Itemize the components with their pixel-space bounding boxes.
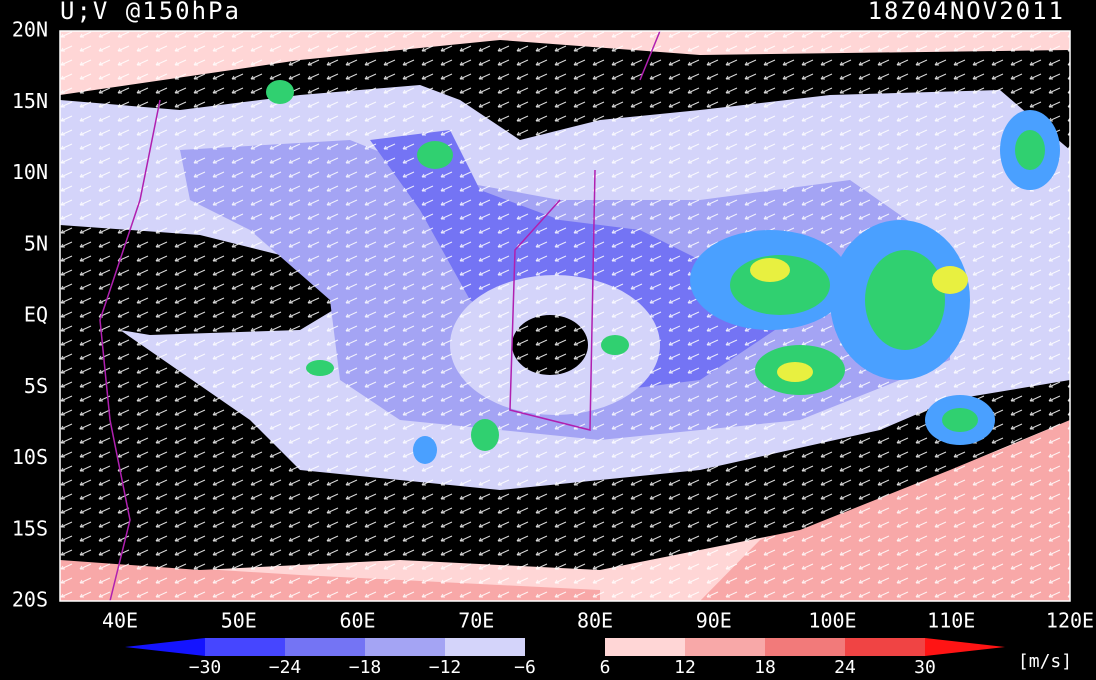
colorbar-label: 30 <box>914 657 936 678</box>
colorbar-label: 24 <box>834 657 856 678</box>
colorbar-label: −30 <box>189 657 222 678</box>
lat-label: 15N <box>12 89 48 113</box>
lon-label: 60E <box>339 609 375 633</box>
plot-frame <box>59 30 1071 602</box>
valid-time: 18Z04NOV2011 <box>868 0 1065 25</box>
convection <box>266 80 1060 464</box>
colorbar-arrow <box>125 638 205 656</box>
lon-label: 90E <box>696 609 732 633</box>
lon-label: 40E <box>102 609 138 633</box>
colorbar-box <box>605 638 685 656</box>
colorbar-box <box>285 638 365 656</box>
lat-label: 5N <box>24 231 48 255</box>
lon-label: 100E <box>808 609 856 633</box>
colorbar-box <box>685 638 765 656</box>
colorbar-arrow <box>925 638 1005 656</box>
lat-label: 5S <box>24 374 48 398</box>
axis-labels: 20N 15N 10N 5N EQ 5S 10S 15S 20S 40E 50E 60E 70E 80E 9… <box>12 18 1094 633</box>
colorbar-label: −12 <box>429 657 462 678</box>
lat-label: 10S <box>12 445 48 469</box>
wind-field <box>60 31 1070 601</box>
colorbar-box <box>765 638 845 656</box>
lat-label: 20S <box>12 588 48 612</box>
colorbar-label: −24 <box>269 657 302 678</box>
lat-label: EQ <box>24 303 48 327</box>
lon-label: 120E <box>1046 609 1094 633</box>
colorbar-label: 6 <box>600 657 611 678</box>
lon-label: 50E <box>221 609 257 633</box>
colorbar-box <box>205 638 285 656</box>
lon-label: 110E <box>927 609 975 633</box>
map-title: U;V @150hPa <box>60 0 241 25</box>
colorbar-unit: [m/s] <box>1018 651 1072 672</box>
colorbar-box <box>525 638 605 656</box>
lat-label: 15S <box>12 516 48 540</box>
colorbar-label: 18 <box>754 657 776 678</box>
lat-label: 10N <box>12 160 48 184</box>
lat-label: 20N <box>12 18 48 42</box>
colorbar-box <box>445 638 525 656</box>
colorbar-box <box>845 638 925 656</box>
colorbar-label: −6 <box>514 657 536 678</box>
lon-label: 70E <box>458 609 494 633</box>
colorbar-label: −18 <box>349 657 382 678</box>
colorbar-box <box>365 638 445 656</box>
colorbar: −30 −24 −18 −12 −6 6 12 18 24 30 [m/s] <box>125 638 1072 678</box>
lon-label: 80E <box>577 609 613 633</box>
colorbar-label: 12 <box>674 657 696 678</box>
